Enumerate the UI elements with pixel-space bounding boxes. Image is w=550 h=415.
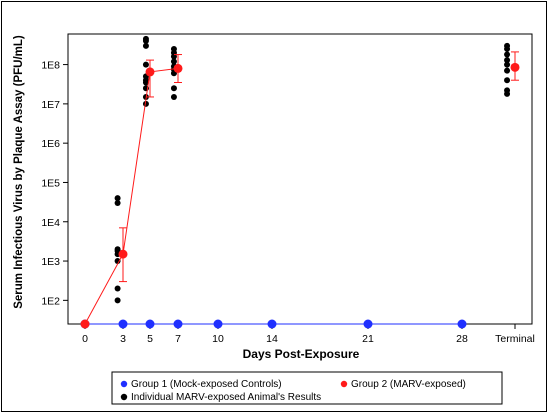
group-2-point (80, 319, 90, 329)
individual-point (114, 246, 121, 253)
x-tick-label: 0 (82, 333, 88, 345)
group-1-point (213, 319, 223, 329)
individual-point (504, 87, 511, 94)
group-1-point (118, 319, 128, 329)
y-tick-label: 1E7 (41, 99, 60, 111)
plot-area: 1E2 1E3 1E4 1E5 1E6 1E7 1E8 0 3 5 7 10 14 21 28 Termina… (41, 33, 535, 345)
y-tick-label: 1E3 (41, 256, 60, 268)
y-tick-label: 1E5 (41, 177, 60, 189)
legend-marker (340, 380, 348, 388)
legend-marker (120, 380, 128, 388)
y-tick-label: 1E8 (41, 60, 60, 72)
group-1-point (145, 319, 155, 329)
individual-point (504, 61, 511, 68)
individual-point (170, 45, 177, 52)
group-1-point (363, 319, 373, 329)
x-tick-label: 10 (212, 333, 224, 345)
individual-point (114, 285, 121, 292)
y-axis-label: Serum Infectious Virus by Plaque Assay (… (13, 35, 25, 309)
legend-marker (120, 393, 128, 401)
y-tick-label: 1E2 (41, 295, 60, 307)
plot-border (67, 33, 533, 325)
individual-point (504, 77, 511, 84)
individual-point (504, 42, 511, 49)
x-tick-label: 21 (362, 333, 374, 345)
x-axis-label: Days Post-Exposure (243, 347, 360, 361)
individual-point (114, 195, 121, 202)
x-tick-label: Terminal (495, 333, 535, 345)
group-1-point (267, 319, 277, 329)
group-2-point (173, 63, 183, 73)
individual-point (170, 93, 177, 100)
legend-label: Group 1 (Mock-exposed Controls) (131, 379, 282, 390)
y-tick-label: 1E4 (41, 217, 60, 229)
individual-point (114, 200, 121, 207)
individual-point (142, 100, 149, 107)
legend-label: Individual MARV-exposed Animal's Results (131, 392, 321, 403)
individual-point (504, 67, 511, 74)
legend-box (111, 371, 503, 405)
group-2-point (510, 62, 520, 72)
legend-label: Group 2 (MARV-exposed) (351, 379, 466, 390)
series-line-group-2 (84, 67, 179, 325)
individual-point (114, 258, 121, 265)
individual-point (170, 85, 177, 92)
individual-point (504, 57, 511, 64)
group-2-point (118, 249, 128, 259)
x-tick-label: 5 (147, 333, 153, 345)
x-tick-label: 14 (266, 333, 278, 345)
individual-point (504, 51, 511, 58)
group-1-point (173, 319, 183, 329)
y-tick-label: 1E6 (41, 138, 60, 150)
individual-point (142, 61, 149, 68)
x-tick-label: 28 (456, 333, 468, 345)
legend: Group 1 (Mock-exposed Controls) Group 2 (… (111, 371, 503, 405)
individual-point (114, 297, 121, 304)
x-tick-label: 3 (120, 333, 126, 345)
group-1-point (457, 319, 467, 329)
x-tick-label: 7 (175, 333, 181, 345)
individual-point (142, 35, 149, 42)
group-2-point (145, 67, 155, 77)
individual-point (170, 58, 177, 65)
individual-point (142, 42, 149, 49)
